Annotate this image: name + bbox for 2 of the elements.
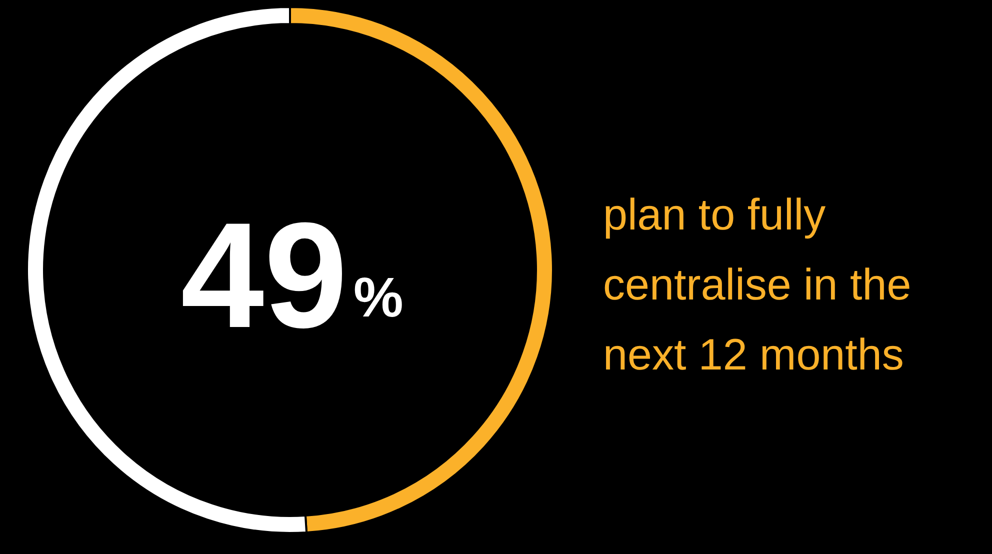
- text: 49%: [180, 191, 404, 359]
- text: plan to fully centralise in the next 12 months: [603, 190, 924, 380]
